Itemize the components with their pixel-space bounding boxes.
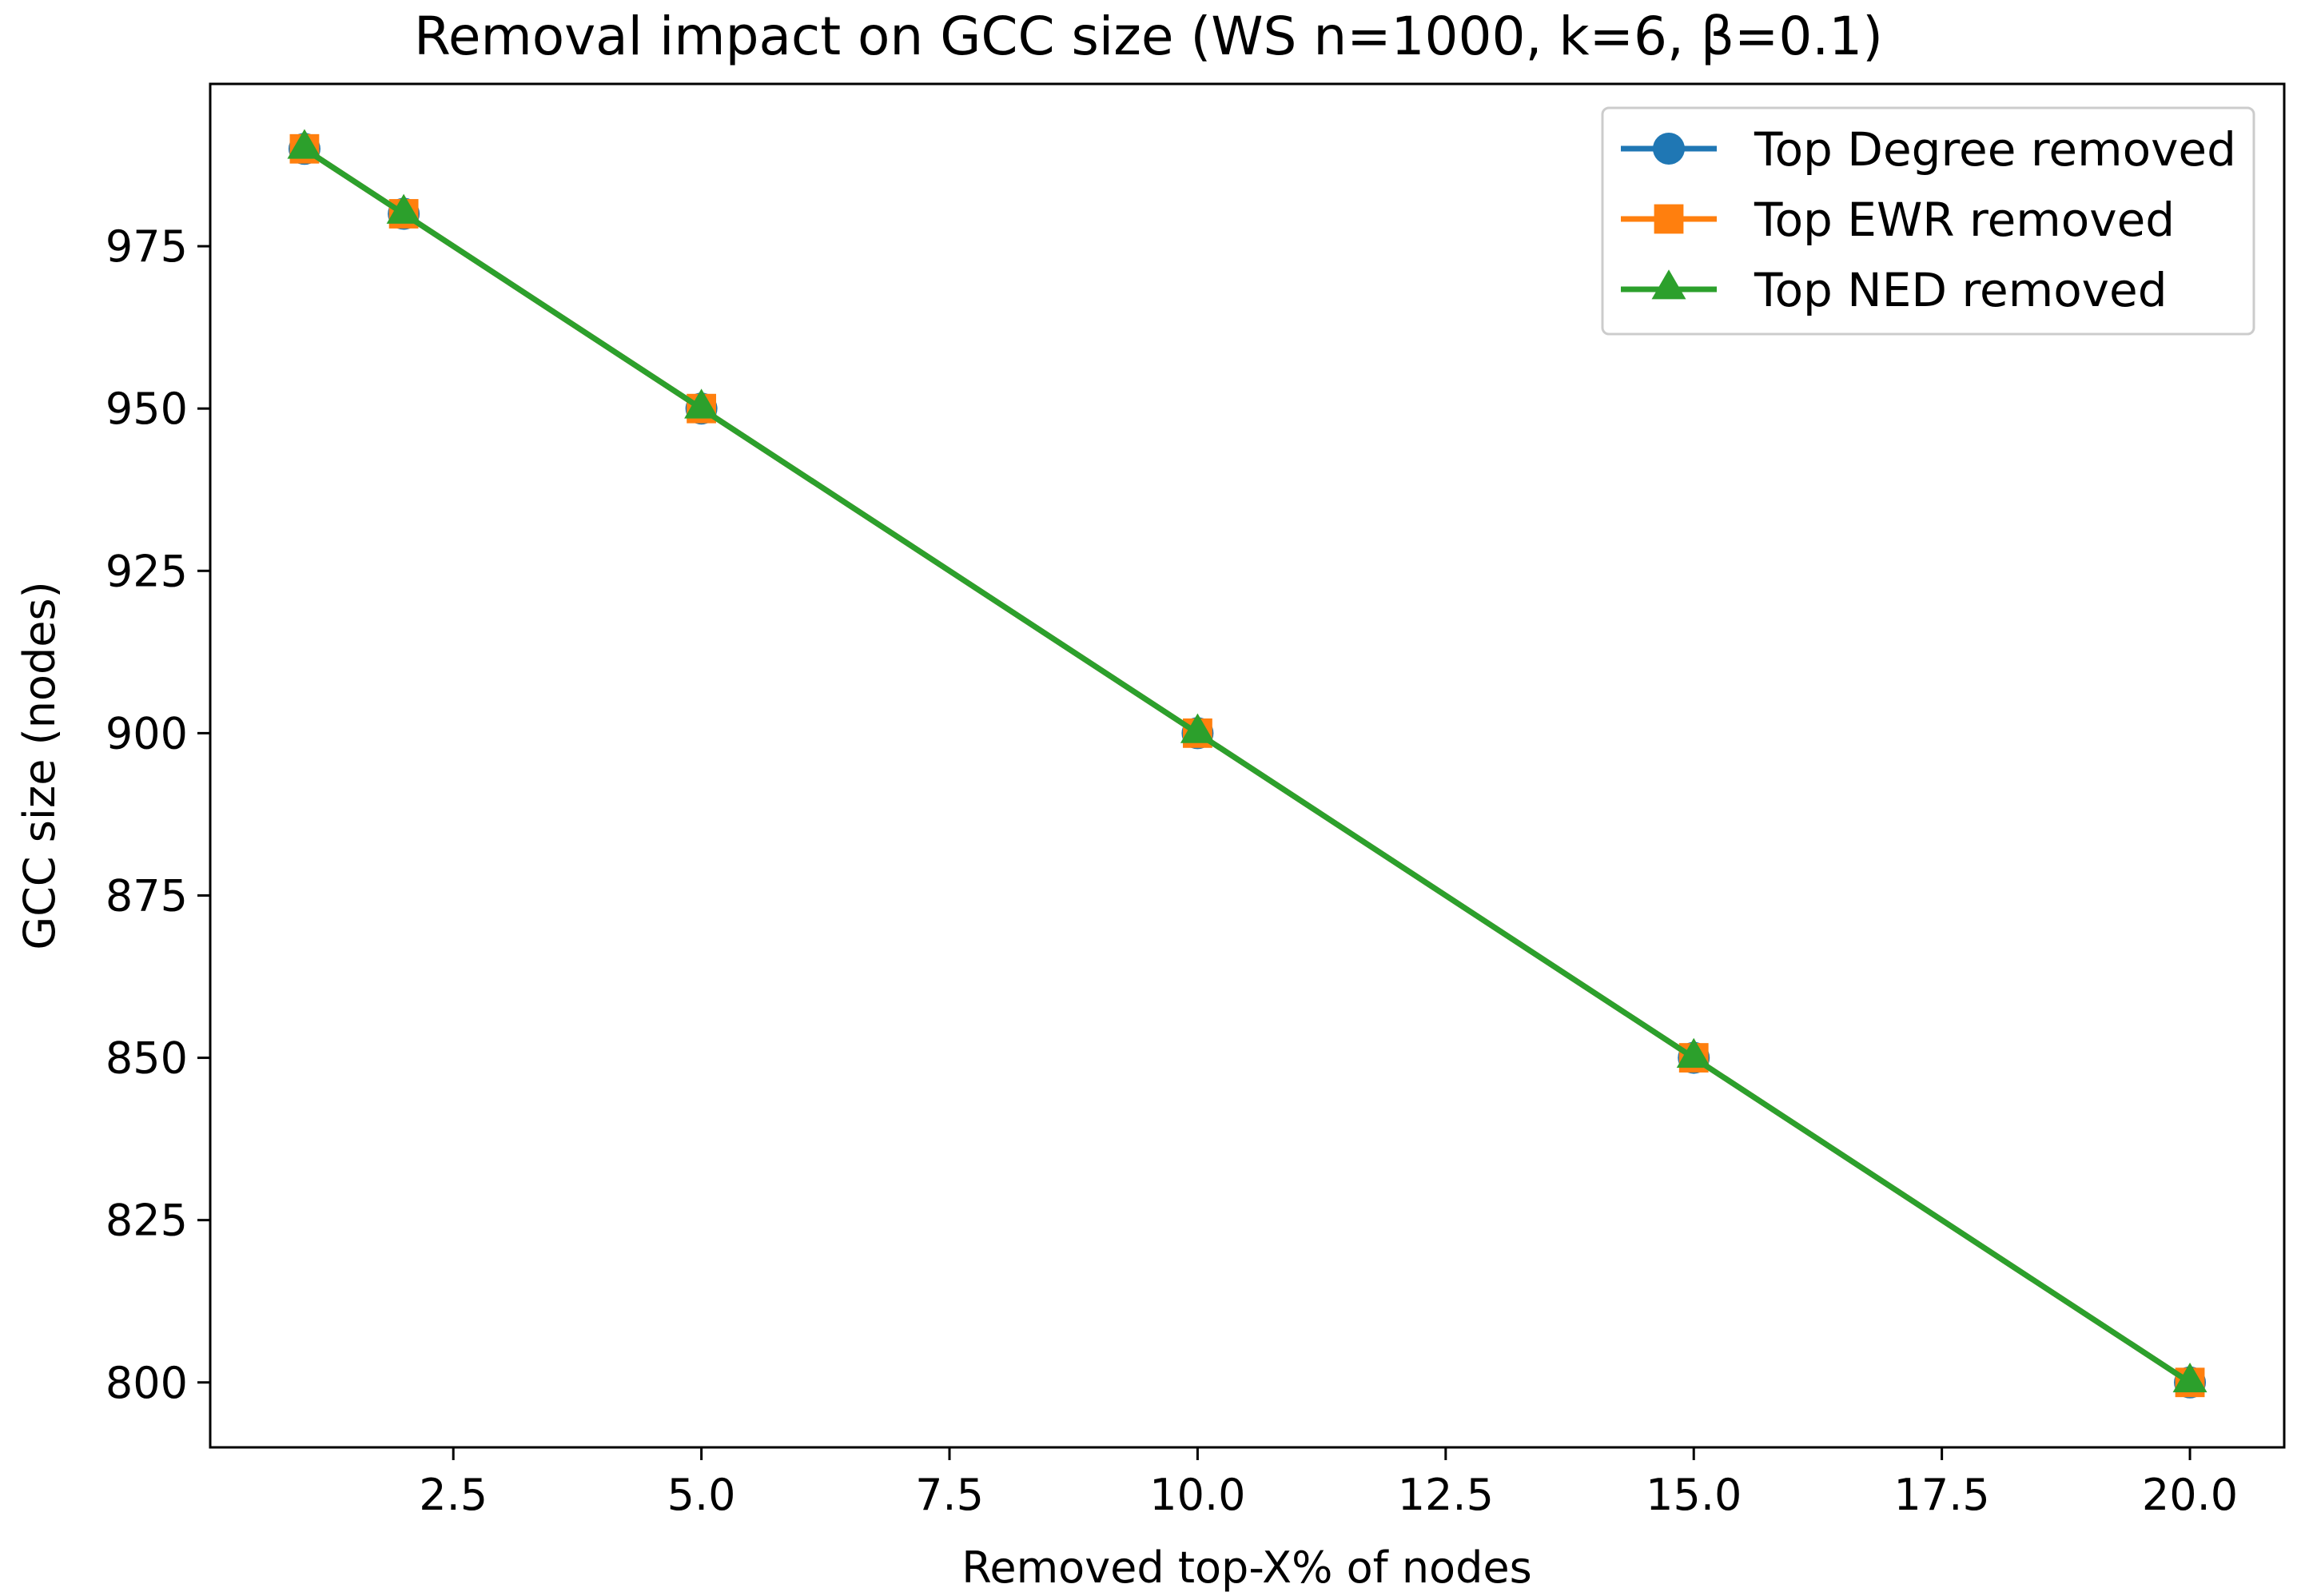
legend-marker (1654, 204, 1684, 234)
x-tick-label: 17.5 (1894, 1470, 1990, 1520)
legend: Top Degree removed Top EWR removed Top NED… (1601, 106, 2255, 336)
legend-marker (1651, 269, 1686, 300)
y-tick-label: 825 (105, 1196, 188, 1246)
y-tick-label: 900 (105, 708, 188, 758)
x-tick-label: 5.0 (667, 1470, 736, 1520)
y-tick-label: 975 (105, 221, 188, 272)
data-point (386, 193, 421, 224)
chart-title: Removal impact on GCC size (WS n=1000, k… (414, 6, 1883, 67)
y-tick-label: 800 (105, 1358, 188, 1408)
legend-marker (1653, 133, 1685, 165)
x-axis-label: Removed top-X% of nodes (961, 1542, 1531, 1593)
legend-entry: Top Degree removed (1621, 122, 2236, 177)
series-top-ned-removed (287, 129, 2207, 1393)
legend-entry: Top NED removed (1621, 263, 2168, 317)
x-axis: 2.5 5.0 7.5 10.0 12.5 15.0 17.5 20.0 (419, 1447, 2238, 1520)
data-point (684, 388, 719, 419)
x-tick-label: 20.0 (2142, 1470, 2238, 1520)
x-tick-label: 10.0 (1149, 1470, 1245, 1520)
x-tick-label: 2.5 (419, 1470, 488, 1520)
series-line (301, 145, 2193, 1386)
x-tick-label: 7.5 (915, 1470, 984, 1520)
legend-label: Top Degree removed (1754, 122, 2236, 177)
data-point (2172, 1362, 2207, 1393)
legend-entry: Top EWR removed (1621, 193, 2175, 247)
x-tick-label: 15.0 (1646, 1470, 1742, 1520)
x-tick-label: 12.5 (1398, 1470, 1494, 1520)
y-axis: 800 825 850 875 900 925 950 975 (105, 221, 210, 1408)
data-point (1676, 1037, 1711, 1068)
legend-label: Top NED removed (1754, 263, 2168, 317)
y-tick-label: 850 (105, 1033, 188, 1084)
plot-area (287, 129, 2207, 1399)
y-tick-label: 875 (105, 870, 188, 921)
data-point (1180, 713, 1215, 743)
data-point (287, 129, 322, 159)
axes-frame (209, 82, 2286, 1449)
legend-label: Top EWR removed (1754, 193, 2175, 247)
legend-frame (1601, 106, 2255, 336)
y-axis-label: GCC size (nodes) (14, 581, 65, 949)
y-tick-label: 950 (105, 384, 188, 434)
y-tick-label: 925 (105, 546, 188, 596)
